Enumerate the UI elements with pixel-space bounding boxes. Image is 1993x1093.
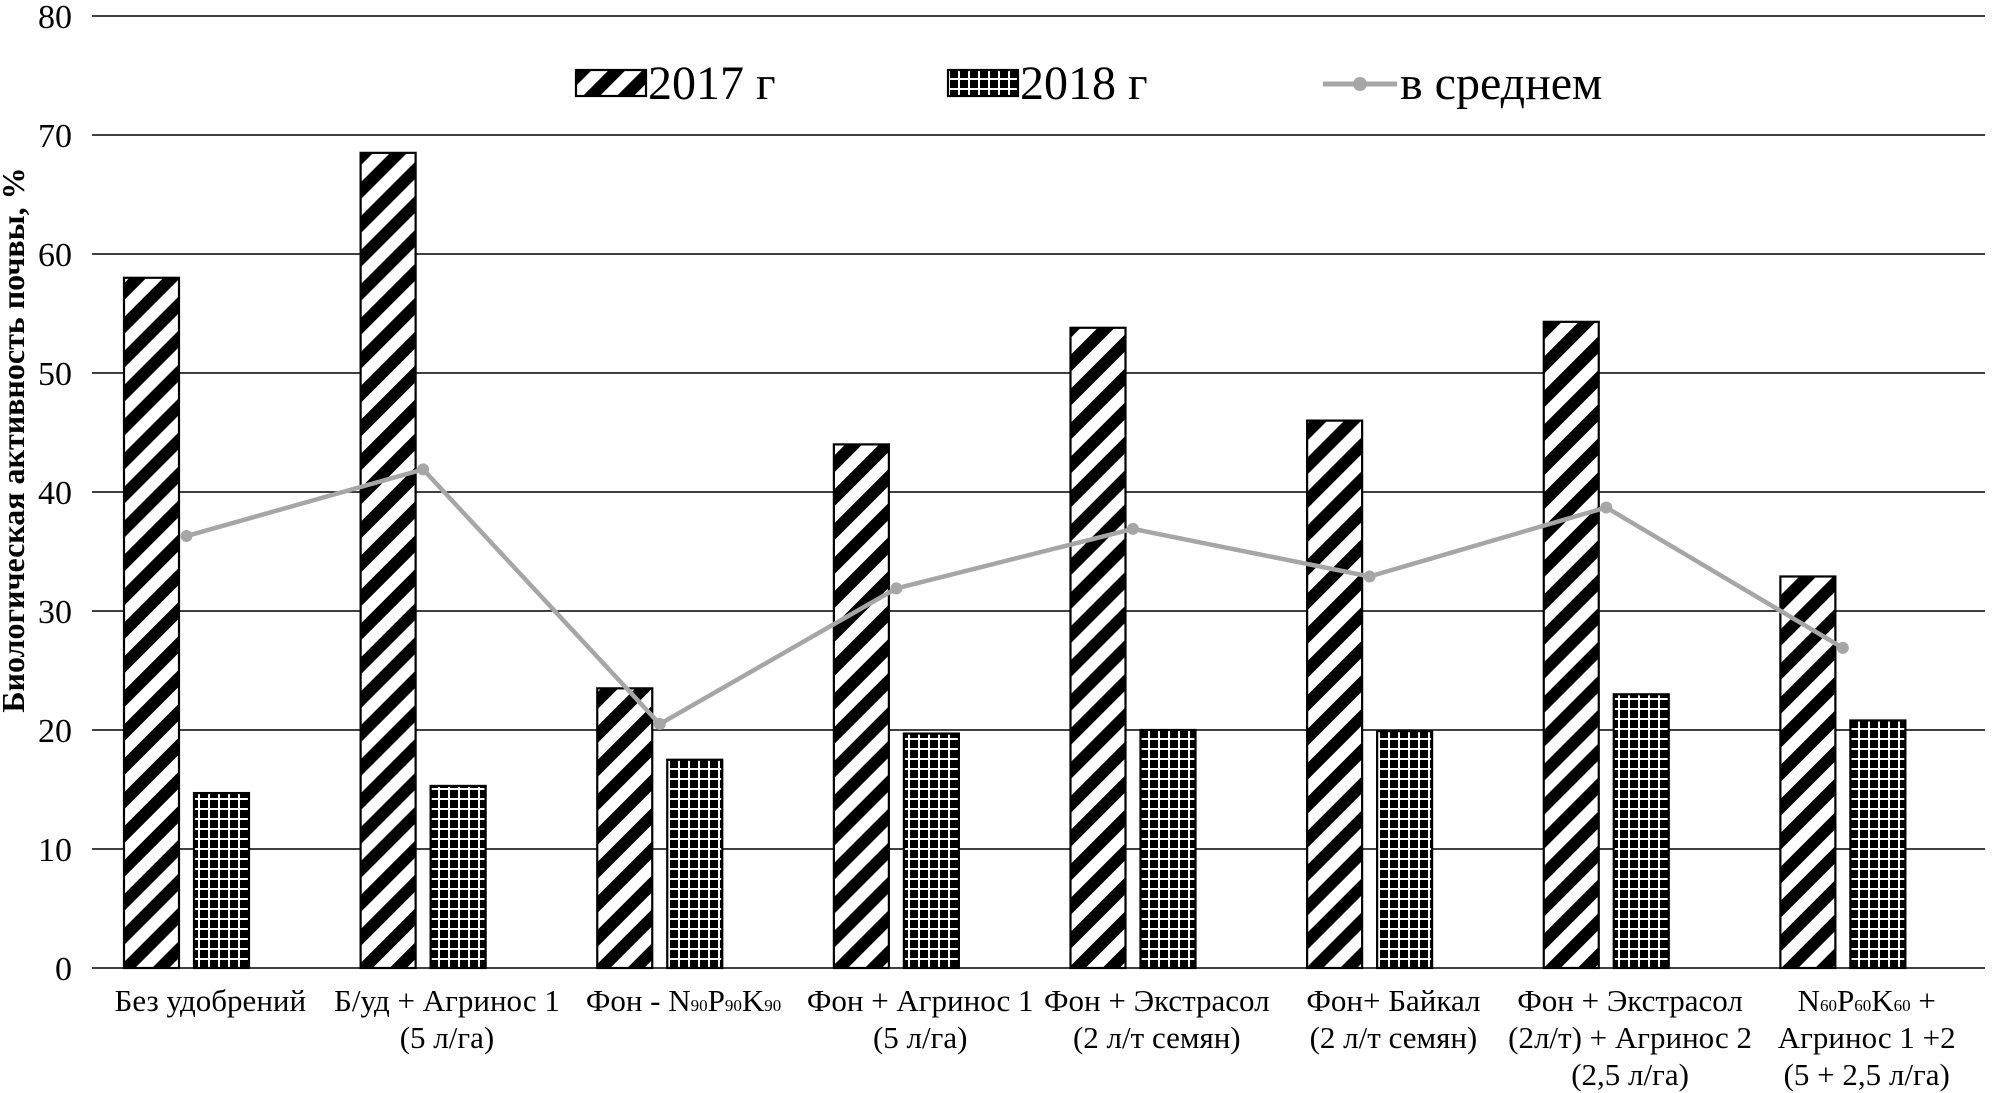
y-tick-label: 70 bbox=[38, 118, 72, 155]
x-axis-labels: Без удобрений Б/уд + Агринос 1 (5 л/га) Фон… bbox=[115, 983, 1956, 1092]
average-line bbox=[180, 463, 1849, 731]
legend-swatch-2017 bbox=[574, 68, 648, 98]
bars bbox=[122, 151, 1907, 970]
bar-2018 bbox=[1139, 728, 1197, 970]
x-category-label: Фон+ Байкал (2 л/т семян) bbox=[1306, 983, 1480, 1055]
bar-2017 bbox=[596, 687, 654, 970]
y-tick-label: 40 bbox=[38, 475, 72, 512]
bar-2017 bbox=[832, 443, 890, 970]
bar-2017 bbox=[122, 276, 181, 970]
legend-marker-average bbox=[1353, 77, 1367, 91]
average-point bbox=[890, 582, 903, 595]
average-point bbox=[1127, 522, 1139, 535]
y-tick-label: 20 bbox=[38, 713, 72, 750]
average-point bbox=[417, 463, 430, 476]
legend-label-average: в среднем bbox=[1400, 57, 1602, 110]
bar-2018 bbox=[429, 784, 487, 970]
bar-2018 bbox=[1849, 719, 1907, 970]
x-category-label: Фон + Экстрасол (2 л/т семян) bbox=[1044, 983, 1270, 1055]
bar-2017 bbox=[1306, 419, 1364, 970]
average-point bbox=[180, 530, 193, 543]
x-category-label: Фон - N90P90K90 bbox=[586, 983, 781, 1018]
average-point bbox=[1836, 641, 1849, 654]
y-tick-label: 10 bbox=[38, 832, 72, 869]
y-axis-label: Биологическая активность почвы, % bbox=[0, 167, 31, 712]
average-point bbox=[653, 718, 666, 731]
x-category-label: Б/уд + Агринос 1 (5 л/га) bbox=[334, 983, 560, 1055]
x-category-label: N60P60K60 + Агринос 1 +2 (5 + 2,5 л/га) bbox=[1778, 983, 1956, 1092]
bar-2018 bbox=[902, 732, 960, 970]
legend: 2017 г 2018 г в среднем bbox=[574, 57, 1602, 110]
bar-2017 bbox=[1542, 320, 1600, 970]
bar-2018 bbox=[666, 758, 724, 970]
average-series-line bbox=[185, 467, 1845, 727]
average-point bbox=[1600, 501, 1613, 514]
y-tick-label: 80 bbox=[38, 0, 72, 36]
bar-2018 bbox=[1376, 730, 1434, 970]
x-category-label: Без удобрений bbox=[115, 983, 307, 1018]
bar-2018 bbox=[1612, 693, 1670, 970]
y-tick-label: 30 bbox=[38, 594, 72, 631]
y-tick-label: 50 bbox=[38, 356, 72, 393]
x-category-label: Фон + Агринос 1 (5 л/га) bbox=[807, 983, 1034, 1055]
legend-swatch-2018 bbox=[946, 68, 1020, 98]
legend-label-2018: 2018 г bbox=[1020, 57, 1148, 110]
bar-2017 bbox=[1779, 575, 1837, 970]
bar-2017 bbox=[359, 151, 417, 970]
y-tick-label: 0 bbox=[55, 951, 72, 988]
bar-2018 bbox=[192, 791, 251, 970]
x-category-label: Фон + Экстрасол (2л/т) + Агринос 2 (2,5 л/… bbox=[1508, 983, 1752, 1092]
y-axis-ticks: 0 10 20 30 40 50 60 70 80 bbox=[38, 0, 72, 988]
average-point bbox=[1363, 570, 1376, 583]
bar-2017 bbox=[1069, 326, 1127, 970]
y-tick-label: 60 bbox=[38, 237, 72, 274]
legend-label-2017: 2017 г bbox=[648, 57, 776, 110]
